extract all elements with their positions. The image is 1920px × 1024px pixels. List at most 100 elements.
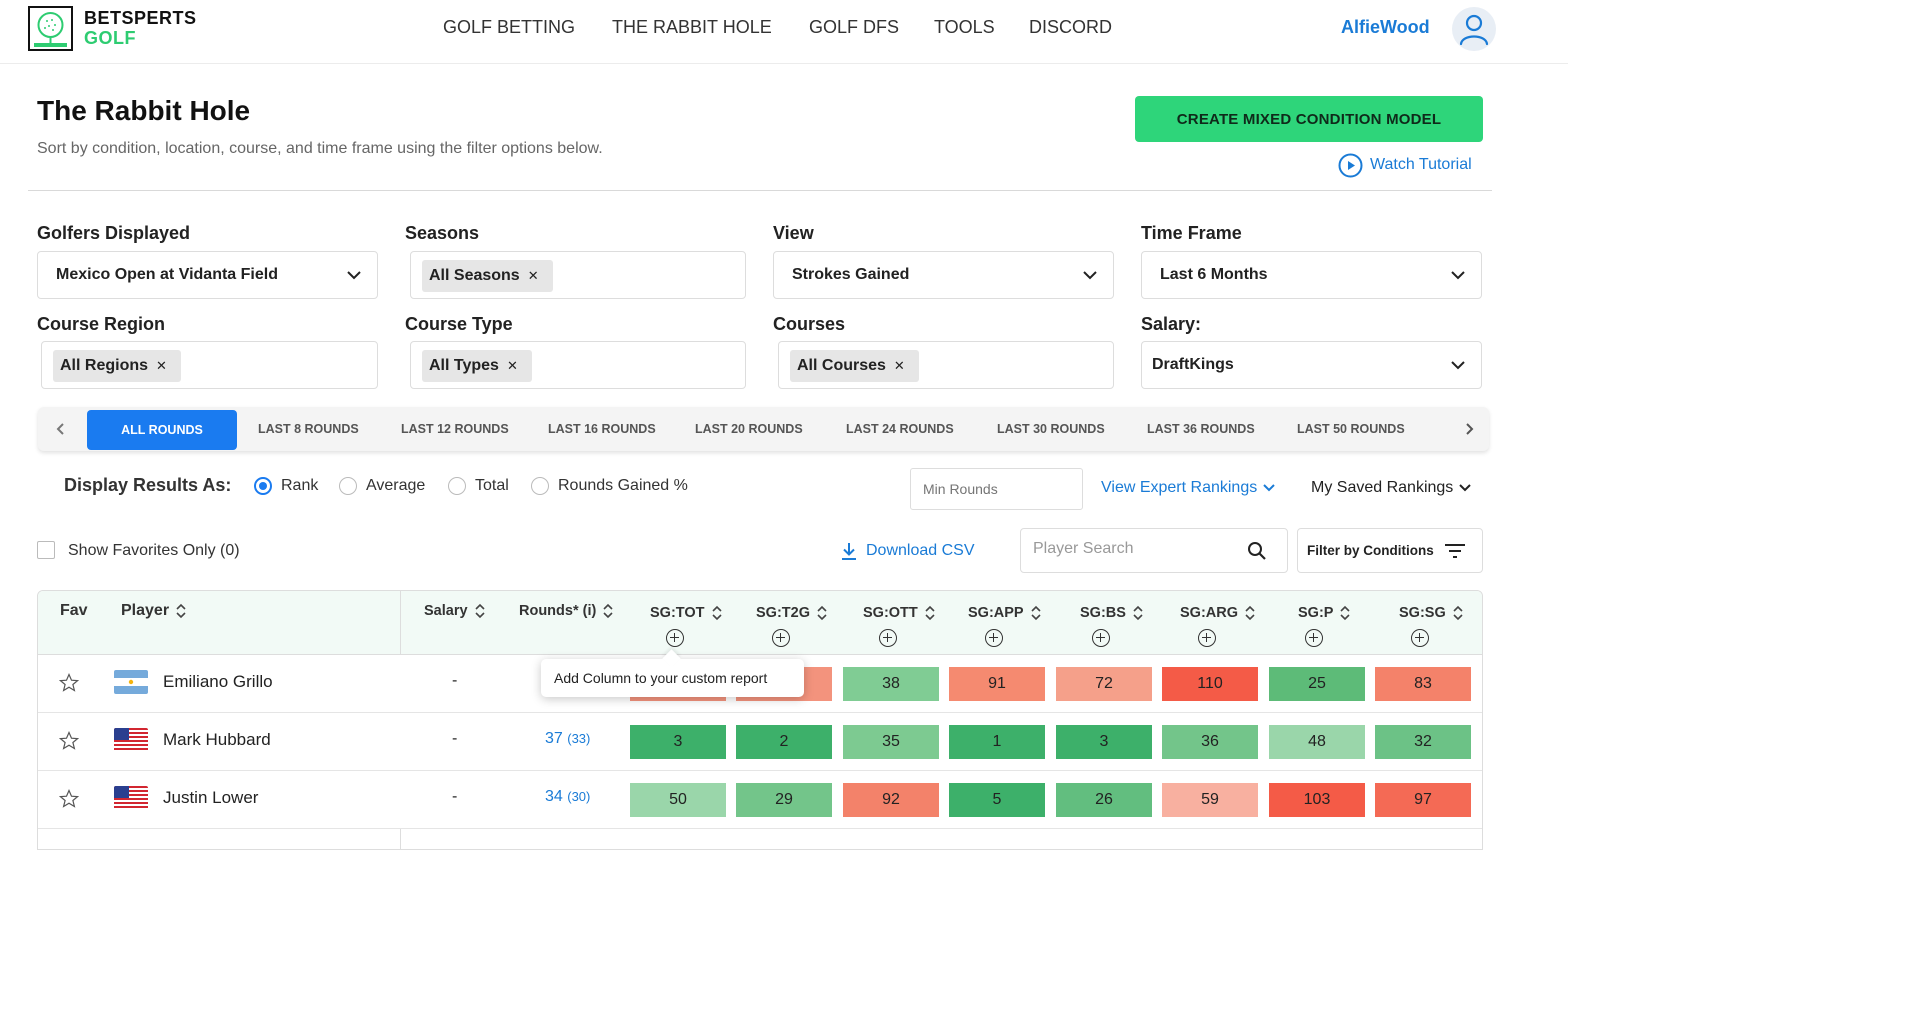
search-icon[interactable]: [1247, 541, 1267, 561]
download-csv-link[interactable]: Download CSV: [840, 541, 975, 561]
create-mixed-condition-model-button[interactable]: CREATE MIXED CONDITION MODEL: [1135, 96, 1483, 142]
radio-button-selected[interactable]: [254, 477, 272, 495]
column-header-sg-sg[interactable]: SG:SG: [1399, 605, 1464, 621]
sort-icon[interactable]: [1452, 605, 1464, 621]
sort-icon[interactable]: [474, 603, 486, 619]
column-header-salary-label: Salary: [424, 603, 468, 619]
add-column-plus-icon[interactable]: [666, 629, 684, 647]
chevron-right-icon[interactable]: [1454, 407, 1484, 451]
watch-tutorial-link[interactable]: Watch Tutorial: [1338, 152, 1472, 178]
player-name[interactable]: Justin Lower: [163, 788, 259, 807]
course-type-chip[interactable]: All Types ✕: [422, 350, 532, 382]
add-column-plus-icon[interactable]: [879, 629, 897, 647]
tab-last-30-rounds[interactable]: LAST 30 ROUNDS: [997, 422, 1105, 436]
nav-discord[interactable]: DISCORD: [1029, 17, 1113, 37]
courses-multiselect[interactable]: All Courses ✕: [778, 341, 1114, 389]
radio-total[interactable]: Total: [448, 476, 509, 496]
tab-last-50-rounds[interactable]: LAST 50 ROUNDS: [1297, 422, 1405, 436]
view-expert-rankings-dropdown[interactable]: View Expert Rankings: [1101, 479, 1277, 497]
add-column-plus-icon[interactable]: [1305, 629, 1323, 647]
rounds-link[interactable]: 34 (30): [545, 788, 590, 806]
sort-icon[interactable]: [1244, 605, 1256, 621]
usa-flag-icon: [114, 786, 148, 810]
add-column-plus-icon[interactable]: [1198, 629, 1216, 647]
view-select[interactable]: Strokes Gained: [773, 251, 1114, 299]
close-icon[interactable]: ✕: [506, 358, 518, 373]
add-column-plus-icon[interactable]: [1092, 629, 1110, 647]
min-rounds-input[interactable]: [910, 468, 1083, 510]
radio-average[interactable]: Average: [339, 476, 425, 496]
column-header-sg-tot[interactable]: SG:TOT: [650, 605, 723, 621]
my-saved-rankings-dropdown[interactable]: My Saved Rankings: [1311, 479, 1473, 497]
sort-icon[interactable]: [924, 605, 936, 621]
radio-rank[interactable]: Rank: [254, 476, 318, 496]
stat-cell: 110: [1162, 667, 1258, 701]
course-region-multiselect[interactable]: All Regions ✕: [41, 341, 378, 389]
add-column-plus-icon[interactable]: [772, 629, 790, 647]
add-column-plus-icon[interactable]: [985, 629, 1003, 647]
radio-button[interactable]: [448, 477, 466, 495]
show-favorites-label[interactable]: Show Favorites Only (0): [68, 542, 240, 559]
column-header-rounds[interactable]: Rounds* (i): [519, 603, 614, 619]
tab-last-24-rounds[interactable]: LAST 24 ROUNDS: [846, 422, 954, 436]
add-column-tooltip: Add Column to your custom report: [541, 659, 804, 697]
logo-subtext[interactable]: GOLF: [84, 28, 136, 48]
sort-icon[interactable]: [1132, 605, 1144, 621]
column-header-sg-arg[interactable]: SG:ARG: [1180, 605, 1256, 621]
nav-tools[interactable]: TOOLS: [934, 17, 995, 37]
close-icon[interactable]: ✕: [527, 268, 539, 283]
rounds-link[interactable]: 37 (33): [545, 730, 590, 748]
course-type-multiselect[interactable]: All Types ✕: [410, 341, 746, 389]
logo-icon[interactable]: [28, 6, 73, 51]
nav-golf-dfs[interactable]: GOLF DFS: [809, 17, 900, 37]
star-icon[interactable]: [59, 789, 79, 809]
seasons-chip[interactable]: All Seasons ✕: [422, 260, 553, 292]
sort-icon[interactable]: [711, 605, 723, 621]
close-icon[interactable]: ✕: [156, 358, 167, 373]
seasons-multiselect[interactable]: All Seasons ✕: [410, 251, 746, 299]
filter-by-conditions-button[interactable]: Filter by Conditions: [1297, 528, 1483, 573]
show-favorites-checkbox[interactable]: [37, 541, 55, 559]
golfers-displayed-select[interactable]: Mexico Open at Vidanta Field: [37, 251, 378, 299]
column-header-sg-t2g[interactable]: SG:T2G: [756, 605, 828, 621]
sort-icon[interactable]: [816, 605, 828, 621]
chevron-left-icon[interactable]: [46, 407, 76, 451]
username-link[interactable]: AlfieWood: [1341, 17, 1430, 37]
sort-icon[interactable]: [1030, 605, 1042, 621]
course-region-chip[interactable]: All Regions ✕: [53, 350, 181, 382]
add-column-plus-icon[interactable]: [1411, 629, 1429, 647]
salary-select[interactable]: DraftKings: [1141, 341, 1482, 389]
star-icon[interactable]: [59, 673, 79, 693]
stat-cell: 5: [949, 783, 1045, 817]
courses-chip[interactable]: All Courses ✕: [790, 350, 919, 382]
stat-cell: 72: [1056, 667, 1152, 701]
nav-rabbit-hole[interactable]: THE RABBIT HOLE: [612, 17, 772, 37]
tab-last-8-rounds[interactable]: LAST 8 ROUNDS: [258, 422, 359, 436]
time-frame-select[interactable]: Last 6 Months: [1141, 251, 1482, 299]
avatar[interactable]: [1452, 7, 1496, 51]
tab-all-rounds[interactable]: ALL ROUNDS: [87, 410, 237, 450]
column-header-sg-bs[interactable]: SG:BS: [1080, 605, 1144, 621]
radio-button[interactable]: [531, 477, 549, 495]
tab-last-12-rounds[interactable]: LAST 12 ROUNDS: [401, 422, 509, 436]
star-icon[interactable]: [59, 731, 79, 751]
radio-button[interactable]: [339, 477, 357, 495]
column-header-player[interactable]: Player: [121, 602, 187, 620]
logo-text[interactable]: BETSPERTS: [84, 8, 197, 28]
close-icon[interactable]: ✕: [893, 358, 905, 373]
sort-icon[interactable]: [602, 603, 614, 619]
sort-icon[interactable]: [175, 603, 187, 619]
tab-last-16-rounds[interactable]: LAST 16 ROUNDS: [548, 422, 656, 436]
player-search-input[interactable]: [1033, 540, 1243, 558]
sort-icon[interactable]: [1339, 605, 1351, 621]
column-header-sg-app[interactable]: SG:APP: [968, 605, 1042, 621]
nav-golf-betting[interactable]: GOLF BETTING: [443, 17, 576, 37]
player-name[interactable]: Mark Hubbard: [163, 730, 271, 749]
tab-last-20-rounds[interactable]: LAST 20 ROUNDS: [695, 422, 803, 436]
tab-last-36-rounds[interactable]: LAST 36 ROUNDS: [1147, 422, 1255, 436]
radio-rounds-gained[interactable]: Rounds Gained %: [531, 476, 688, 496]
column-header-sg-ott[interactable]: SG:OTT: [863, 605, 936, 621]
column-header-sg-p[interactable]: SG:P: [1298, 605, 1351, 621]
column-header-salary[interactable]: Salary: [424, 603, 486, 619]
player-name[interactable]: Emiliano Grillo: [163, 672, 273, 691]
